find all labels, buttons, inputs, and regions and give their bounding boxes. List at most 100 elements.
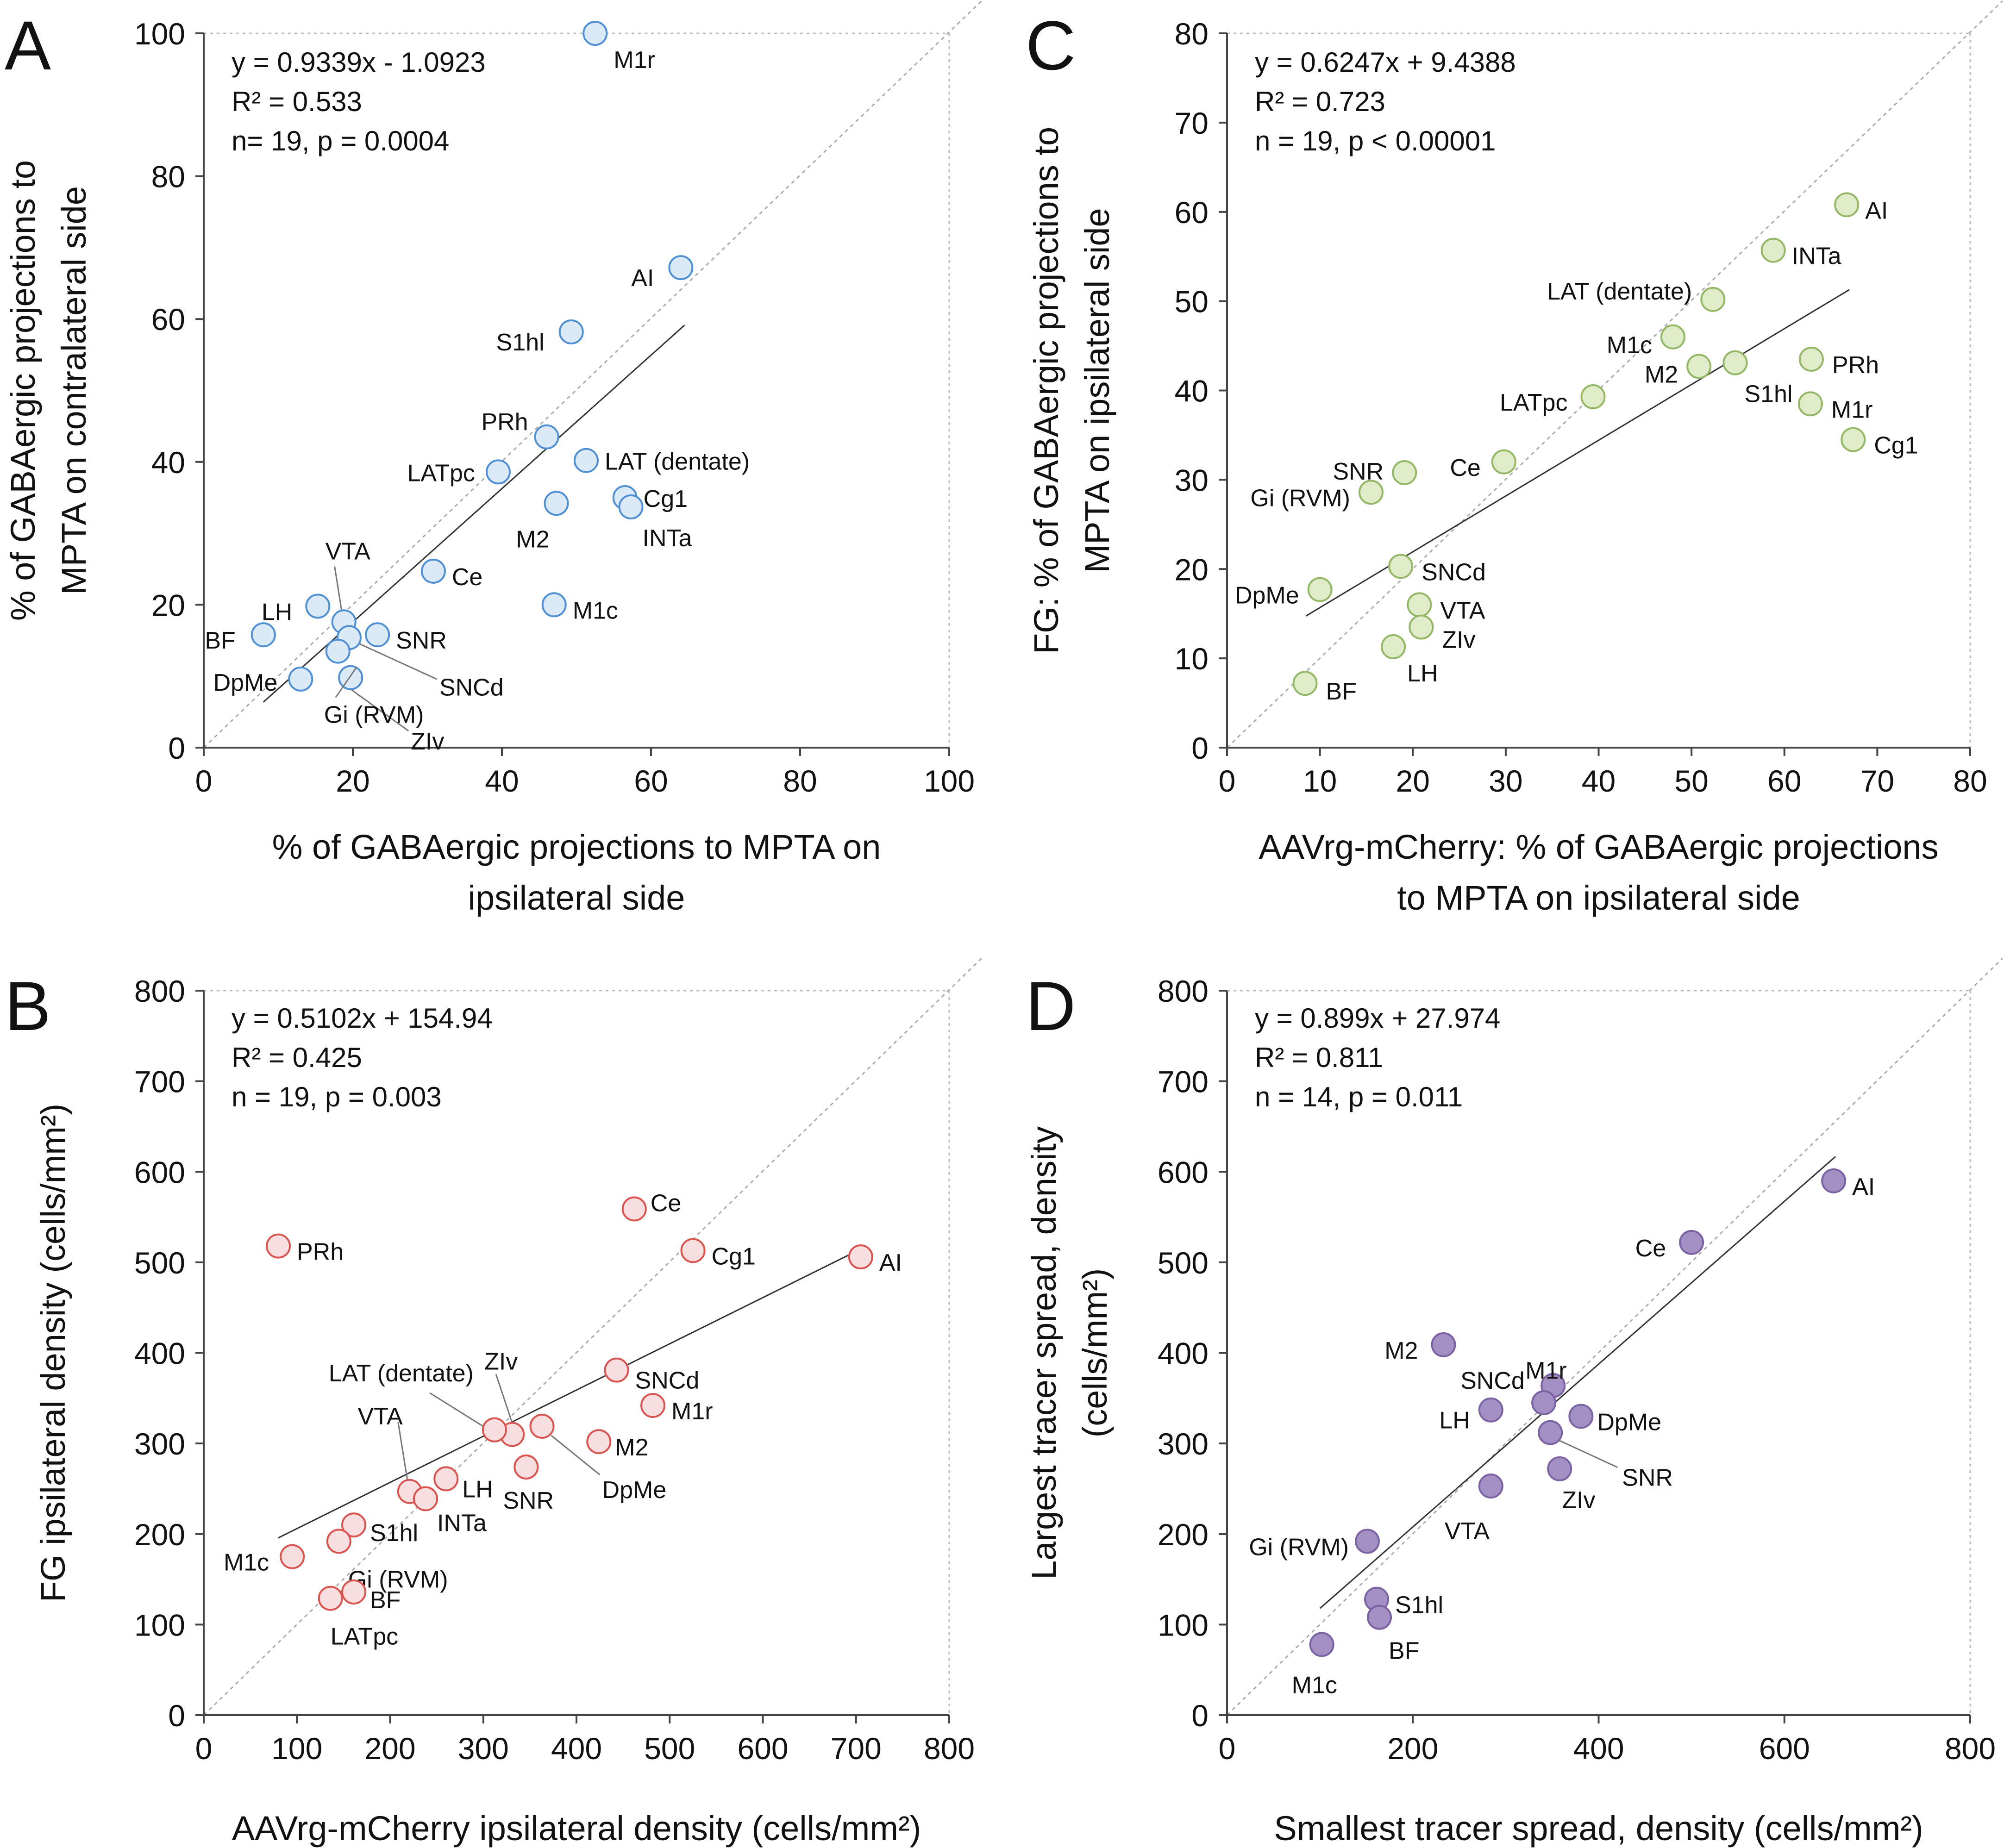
y-axis-label: Largest tracer spread, density — [1025, 1126, 1063, 1580]
point-label-bf: BF — [1326, 678, 1357, 705]
point-label-m1c: M1c — [1292, 1672, 1337, 1698]
point-label-ziv: ZIv — [484, 1349, 518, 1375]
y-tick-label: 0 — [1191, 1698, 1209, 1733]
x-axis-label: AAVrg-mCherry: % of GABAergic projection… — [1259, 828, 1938, 866]
point-snr — [365, 622, 390, 648]
point-ai — [1834, 192, 1860, 218]
point-lh — [1478, 1397, 1503, 1423]
y-tick-label: 400 — [1158, 1336, 1209, 1371]
identity-line — [1226, 957, 2004, 1716]
point-inta — [413, 1486, 438, 1511]
x-tick-label: 800 — [1945, 1731, 1996, 1766]
point-ai — [668, 255, 694, 281]
point-label-ai: AI — [1852, 1174, 1875, 1200]
point-m1c — [1309, 1632, 1334, 1657]
point-m1c — [541, 592, 567, 618]
point-label-m1c: M1c — [1607, 332, 1652, 359]
point-label-ai: AI — [879, 1249, 902, 1276]
point-label-m1c: M1c — [224, 1549, 269, 1576]
y-tick-label: 30 — [1175, 463, 1209, 497]
y-tick-label: 0 — [1191, 731, 1209, 765]
x-axis-label: Smallest tracer spread, density (cells/m… — [1274, 1809, 1923, 1848]
y-tick-label: 100 — [1158, 1608, 1209, 1642]
point-label-bf: BF — [205, 627, 235, 654]
leader-line-sncd — [356, 642, 438, 680]
leader-line-dpme — [551, 1435, 601, 1476]
point-label-ziv: ZIv — [411, 728, 444, 755]
point-label-sncd: SNCd — [1422, 559, 1486, 586]
point-label-inta: INTa — [643, 525, 692, 552]
regression-line — [278, 1247, 863, 1539]
leader-line-lat-dentate — [429, 1392, 486, 1429]
x-tick-label: 10 — [1303, 764, 1337, 798]
x-tick-label: 400 — [551, 1731, 602, 1766]
point-label-snr: SNR — [503, 1487, 554, 1514]
regression-stats: R² = 0.425 — [232, 1042, 362, 1073]
panel-letter-a: A — [5, 6, 51, 84]
y-tick-label: 80 — [1175, 17, 1209, 51]
regression-line — [1319, 1156, 1836, 1609]
y-tick-label: 100 — [134, 17, 185, 51]
point-label-ziv: ZIv — [1442, 627, 1475, 654]
point-sncd — [1388, 554, 1414, 579]
point-m1c — [1660, 324, 1685, 350]
point-label-vta: VTA — [326, 538, 371, 565]
panel-d: D 0 100 200 300 400 500 600 700 800 0 200 400 600 800 S… — [1025, 957, 2004, 1848]
panel-c: C 0 10 20 30 40 50 60 70 80 0 10 20 30 40 50 60 70 80 AAVrg… — [1026, 0, 2004, 917]
point-label-gi-rvm: Gi (RVM) — [1249, 1534, 1349, 1561]
point-prh — [1798, 346, 1824, 372]
point-label-ce: Ce — [452, 564, 482, 591]
y-tick-label: 100 — [134, 1608, 185, 1642]
y-tick-label: 200 — [1158, 1517, 1209, 1552]
x-tick-label: 500 — [644, 1731, 695, 1766]
y-tick-label: 20 — [151, 588, 185, 622]
panel-b: B 0 100 200 300 400 500 600 700 800 0 100 200 300 400 5… — [5, 957, 983, 1848]
y-tick-label: 40 — [1175, 374, 1209, 408]
x-tick-label: 40 — [1582, 764, 1616, 798]
point-label-cg1: Cg1 — [1874, 432, 1918, 459]
x-tick-label: 200 — [364, 1731, 415, 1766]
x-tick-label: 600 — [1759, 1731, 1810, 1766]
point-lat-dentate — [1700, 287, 1726, 312]
point-gi-rvm — [326, 1529, 351, 1554]
x-tick-label: 700 — [831, 1731, 882, 1766]
x-tick-label: 300 — [458, 1731, 509, 1766]
point-lat-dentate — [482, 1417, 507, 1442]
y-tick-label: 400 — [134, 1336, 185, 1371]
leader-line-vta — [334, 566, 343, 611]
point-dpme — [1307, 577, 1333, 602]
leader-line-ziv — [350, 688, 409, 732]
point-snr — [1392, 460, 1417, 485]
point-ziv — [1409, 614, 1434, 640]
x-axis-label: % of GABAergic projections to MPTA on — [272, 828, 881, 866]
point-m1r — [640, 1392, 666, 1418]
x-tick-label: 100 — [924, 764, 975, 798]
point-snr — [514, 1454, 539, 1480]
panel-letter-d: D — [1026, 967, 1076, 1045]
leader-line-snr — [1557, 1439, 1618, 1468]
y-axis-label: MPTA on contralateral side — [55, 186, 93, 595]
point-label-sncd: SNCd — [635, 1367, 700, 1394]
point-label-prh: PRh — [297, 1239, 344, 1266]
y-tick-label: 800 — [1158, 974, 1209, 1008]
point-label-dpme: DpMe — [602, 1477, 667, 1504]
point-lh — [433, 1466, 459, 1492]
x-tick-label: 50 — [1674, 764, 1708, 798]
point-label-prh: PRh — [481, 409, 528, 436]
regression-stats: n= 19, p = 0.0004 — [232, 125, 449, 156]
point-prh — [534, 424, 559, 450]
point-inta — [618, 494, 644, 520]
y-tick-label: 300 — [1158, 1427, 1209, 1461]
x-tick-label: 200 — [1387, 1731, 1438, 1766]
point-vta — [1407, 592, 1432, 618]
point-label-m2: M2 — [1645, 361, 1678, 388]
point-s1hl — [341, 1512, 367, 1538]
y-axis-label: (cells/mm²) — [1076, 1268, 1114, 1438]
regression-line — [263, 325, 685, 703]
point-label-m2: M2 — [516, 526, 549, 553]
point-label-cg1: Cg1 — [712, 1243, 756, 1270]
point-bf — [1367, 1605, 1392, 1630]
y-tick-label: 0 — [168, 731, 185, 765]
point-label-ce: Ce — [651, 1190, 681, 1217]
